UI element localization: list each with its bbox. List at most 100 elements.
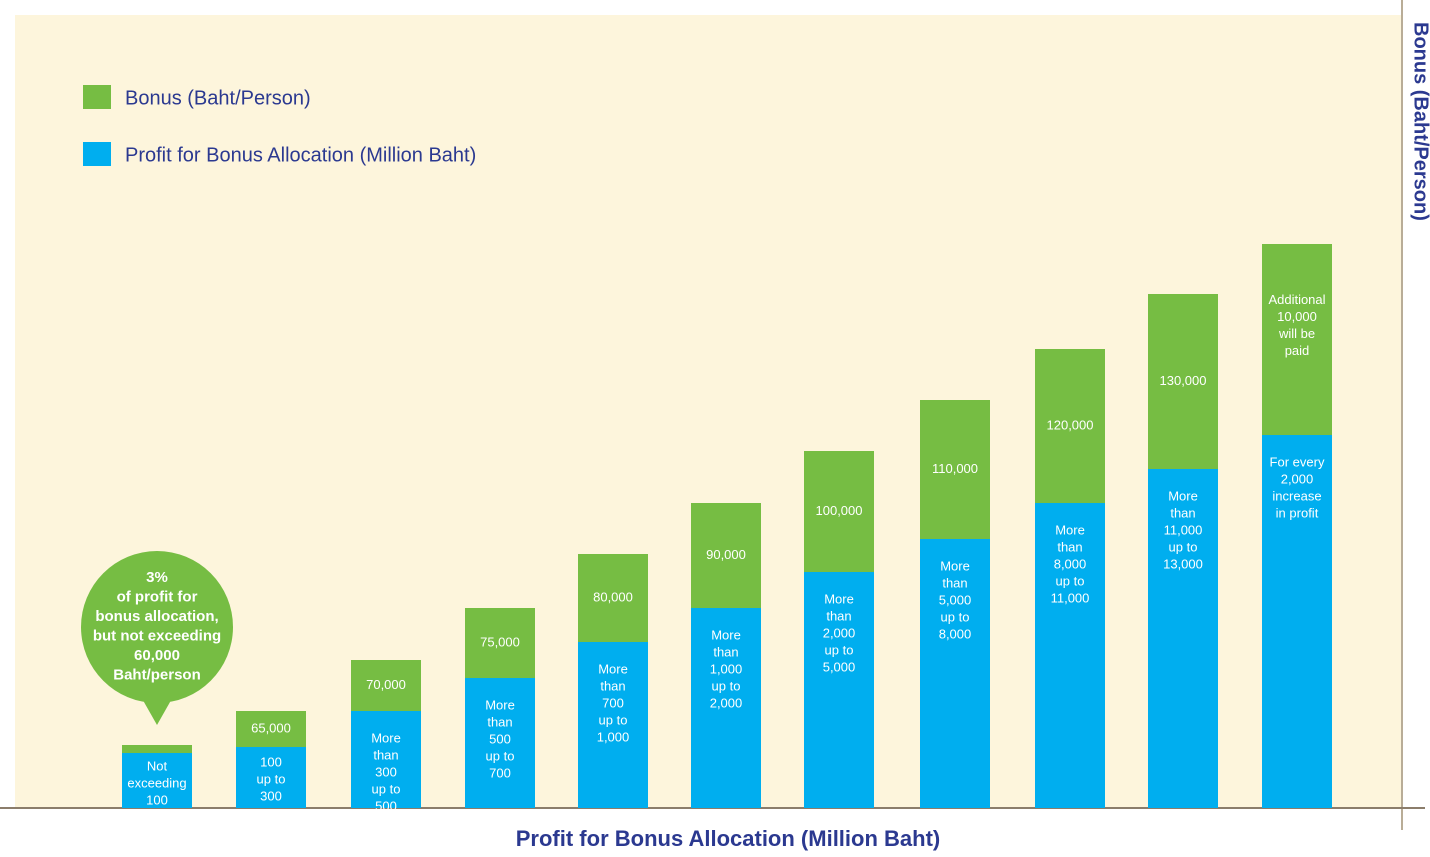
profit-label: than [1170,505,1195,520]
profit-label: up to [712,678,741,693]
bonus-label: 70,000 [366,677,406,692]
profit-label: More [485,697,515,712]
bonus-label: 130,000 [1160,373,1207,388]
callout-text: of profit for [117,588,198,605]
profit-label: 8,000 [1054,556,1087,571]
bonus-segment [465,608,535,678]
profit-label: 11,000 [1164,522,1203,537]
profit-label: 300 [260,788,282,803]
profit-label: 300 [375,764,397,779]
profit-label: 2,000 [823,625,856,640]
profit-label: More [824,591,854,606]
y-axis-title: Bonus (Baht/Person) [1410,22,1430,221]
profit-label: 8,000 [939,626,972,641]
bonus-segment [1148,294,1218,469]
profit-label: than [1057,539,1082,554]
callout-text: Baht/person [113,666,201,683]
profit-label: 1,000 [710,661,743,676]
legend-label: Bonus (Baht/Person) [125,87,311,109]
profit-label: 500 [489,731,511,746]
profit-label: up to [1169,539,1198,554]
profit-label: up to [941,609,970,624]
profit-label: in profit [1276,505,1319,520]
profit-segment [804,572,874,808]
bonus-segment [920,400,990,539]
profit-segment [236,747,306,808]
profit-label: 13,000 [1163,556,1203,571]
profit-label: More [598,661,628,676]
profit-label: 700 [489,765,511,780]
bonus-label: 65,000 [251,720,291,735]
callout-text: but not exceeding [93,627,221,644]
legend-swatch [83,85,111,109]
profit-label: 100 [260,754,282,769]
bonus-label: 110,000 [932,461,978,476]
profit-label: Not [147,758,168,773]
bonus-segment [691,503,761,608]
profit-label: More [1168,488,1198,503]
profit-segment [122,753,192,808]
profit-segment [1262,435,1332,808]
bonus-segment [122,745,192,753]
profit-label: up to [599,712,628,727]
profit-segment [578,642,648,808]
profit-label: up to [825,642,854,657]
profit-label: than [487,714,512,729]
legend-swatch [83,142,111,166]
bonus-label: will be [1278,326,1315,341]
profit-label: exceeding [127,775,186,790]
profit-label: 5,000 [939,592,972,607]
callout-bubble [81,551,233,703]
profit-label: More [940,558,970,573]
profit-label: up to [486,748,515,763]
profit-label: 2,000 [710,695,743,710]
bonus-label: 100,000 [816,503,863,518]
profit-segment [465,678,535,808]
callout-text: 3% [146,569,168,586]
profit-label: 5,000 [823,659,856,674]
profit-label: 1,000 [597,729,630,744]
bonus-label: paid [1285,343,1310,358]
bonus-segment [578,554,648,642]
legend-label: Profit for Bonus Allocation (Million Bah… [125,144,476,166]
bonus-segment [1035,349,1105,503]
profit-label: 500 [375,798,397,813]
profit-label: More [711,627,741,642]
profit-label: 700 [602,695,624,710]
bonus-label: 75,000 [480,634,520,649]
bonus-segment [804,451,874,572]
bonus-label: Additional [1268,292,1325,307]
profit-label: 100 [146,792,168,807]
profit-label: More [371,730,401,745]
profit-label: than [373,747,398,762]
profit-label: increase [1272,488,1321,503]
profit-label: than [826,608,851,623]
bonus-segment [1262,244,1332,435]
callout-pointer [140,695,174,725]
bonus-label: 10,000 [1277,309,1317,324]
bonus-label: 90,000 [706,547,746,562]
bonus-segment [236,711,306,747]
profit-segment [920,539,990,808]
profit-segment [1035,503,1105,808]
profit-label: 11,000 [1051,590,1090,605]
bonus-label: 80,000 [593,589,633,604]
profit-label: up to [257,771,286,786]
x-axis-title: Profit for Bonus Allocation (Million Bah… [516,826,940,851]
profit-segment [691,608,761,808]
profit-label: up to [1056,573,1085,588]
profit-label: than [600,678,625,693]
profit-label: up to [372,781,401,796]
callout-text: bonus allocation, [95,608,218,625]
profit-label: More [1055,522,1085,537]
bonus-label: 120,000 [1047,417,1094,432]
profit-segment [351,711,421,808]
profit-label: For every [1270,454,1325,469]
bonus-segment [351,660,421,711]
callout-text: 60,000 [134,647,180,664]
profit-label: 2,000 [1281,471,1314,486]
profit-segment [1148,469,1218,808]
profit-label: than [942,575,967,590]
profit-label: than [713,644,738,659]
